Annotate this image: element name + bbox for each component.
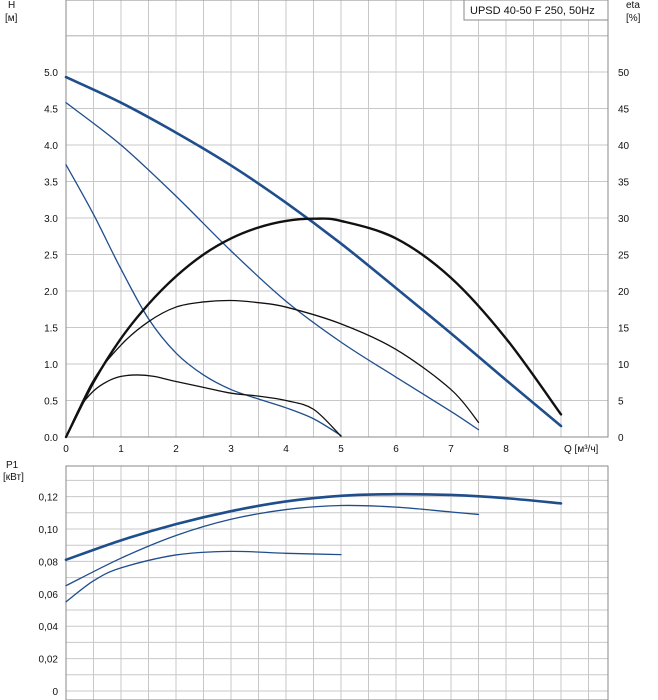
bottom-y-tick-labels: 0 0,02 0,04 0,06 0,08 0,10 0,12 (39, 493, 59, 698)
y2-tick-label: 20 (618, 287, 630, 298)
y-tick-label: 3.0 (44, 214, 58, 225)
y2-tick-label: 0 (618, 433, 624, 444)
y2-tick-label: 35 (618, 178, 630, 189)
top-plot-frame (65, 0, 609, 438)
power-panel: 0 0,02 0,04 0,06 0,08 0,10 0,12 P1 [кВт] (3, 460, 609, 700)
efficiency-curve (65, 299, 480, 438)
y2-tick-label: 45 (618, 105, 630, 116)
y2-axis-name: eta (626, 0, 640, 11)
y2-tick-label: 10 (618, 360, 630, 371)
top-x-tick-labels: 0 1 2 3 4 5 6 7 8 (63, 444, 509, 455)
x-tick-label: 5 (338, 444, 344, 455)
x-tick-label: 6 (393, 444, 399, 455)
y2-tick-label: 50 (618, 68, 630, 79)
y-tick-label: 0.0 (44, 433, 58, 444)
x-tick-label: 8 (503, 444, 509, 455)
power-axis-unit: [кВт] (3, 472, 24, 483)
power-tick-label: 0,02 (39, 655, 59, 666)
y-axis-name: H (8, 0, 15, 11)
top-curves (64, 75, 563, 439)
top-grid (65, 0, 608, 438)
y-tick-label: 0.5 (44, 397, 58, 408)
y-tick-label: 4.5 (44, 105, 58, 116)
power-tick-label: 0,10 (39, 525, 59, 536)
y-tick-label: 2.0 (44, 287, 58, 298)
power-axis-name: P1 (6, 460, 19, 471)
x-tick-label: 1 (118, 444, 124, 455)
y2-axis-unit: [%] (626, 13, 641, 24)
bottom-plot-frame (65, 465, 609, 700)
y2-tick-label: 40 (618, 141, 630, 152)
legend-box (463, 0, 609, 21)
head-curve (64, 75, 563, 428)
y-tick-label: 3.5 (44, 178, 58, 189)
y2-tick-label: 5 (618, 397, 624, 408)
y-axis-unit: [м] (5, 13, 18, 24)
x-tick-label: 2 (173, 444, 179, 455)
x-axis-label: Q [м³/ч] (564, 444, 599, 455)
y-tick-label: 1.5 (44, 324, 58, 335)
y-tick-label: 1.0 (44, 360, 58, 371)
head-curve (65, 102, 480, 431)
power-tick-label: 0,04 (39, 622, 59, 633)
y-tick-label: 5.0 (44, 68, 58, 79)
y-tick-label: 4.0 (44, 141, 58, 152)
x-tick-label: 0 (63, 444, 69, 455)
y2-tick-label: 15 (618, 324, 630, 335)
x-tick-label: 3 (228, 444, 234, 455)
x-tick-label: 4 (283, 444, 289, 455)
top-y2-tick-labels: 0 5 10 15 20 25 30 35 40 45 50 (618, 68, 630, 444)
power-curve (65, 504, 480, 587)
top-y-tick-labels: 0.0 0.5 1.0 1.5 2.0 2.5 3.0 3.5 4.0 4.5 5.0 (44, 68, 58, 444)
x-tick-label: 7 (448, 444, 454, 455)
efficiency-curve (65, 374, 342, 438)
legend-label: UPSD 40-50 F 250, 50Hz (470, 5, 595, 17)
power-tick-label: 0,12 (39, 493, 59, 504)
y-tick-label: 2.5 (44, 251, 58, 262)
power-tick-label: 0,06 (39, 590, 59, 601)
efficiency-curve (64, 217, 563, 439)
bottom-curves (64, 492, 563, 603)
y2-tick-label: 30 (618, 214, 630, 225)
y2-tick-label: 25 (618, 251, 630, 262)
power-tick-label: 0 (52, 687, 58, 698)
head-curve (65, 164, 342, 437)
power-curve (64, 492, 563, 562)
power-tick-label: 0,08 (39, 557, 59, 568)
power-curve (65, 550, 342, 603)
